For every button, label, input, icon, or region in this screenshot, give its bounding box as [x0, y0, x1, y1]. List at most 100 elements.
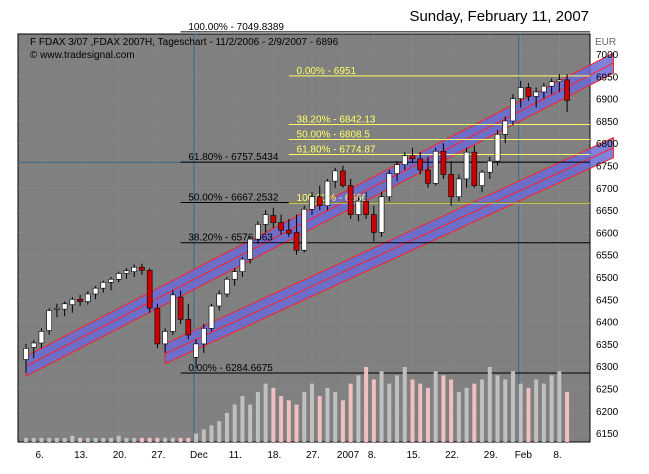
candle-body — [131, 266, 138, 272]
source-label: © www.tradesignal.com — [30, 50, 135, 61]
volume-bar — [101, 437, 106, 442]
candle-body — [548, 81, 555, 87]
volume-bar — [302, 392, 307, 442]
fib-yellow-label: 50.00% - 6808.5 — [297, 129, 371, 140]
candle-body — [200, 327, 207, 345]
candle-body — [363, 200, 369, 215]
volume-bar — [402, 367, 407, 442]
volume-bar — [379, 371, 384, 442]
x-tick-label: 13. — [74, 450, 88, 461]
fib-yellow-label: 100.00% - 6666 — [297, 193, 368, 204]
volume-bar — [565, 392, 570, 442]
candle-body — [316, 196, 323, 206]
volume-bar — [557, 371, 562, 442]
candle-body — [371, 214, 377, 233]
candle-body — [340, 170, 346, 186]
volume-bar — [449, 379, 454, 442]
volume-bar — [286, 400, 291, 442]
candle-body — [378, 196, 385, 233]
channel-midline — [164, 147, 614, 355]
volume-bar — [480, 379, 485, 442]
x-tick-label: Dec — [190, 450, 208, 461]
volume-bar — [356, 375, 361, 442]
volume-bar — [541, 383, 546, 442]
fib-yellow-label: 38.20% - 6842.13 — [297, 114, 376, 125]
volume-bar — [155, 437, 160, 442]
volume-bar — [24, 437, 28, 442]
volume-bar — [510, 371, 515, 442]
candle-body — [401, 155, 408, 165]
volume-bar — [240, 396, 245, 442]
candle-body — [425, 169, 431, 184]
candle-body — [85, 293, 91, 302]
volume-bar — [441, 375, 446, 442]
candle-body — [123, 270, 130, 274]
candle-body — [61, 303, 68, 310]
candle-body — [394, 164, 400, 174]
x-tick-label: 27. — [306, 450, 320, 461]
date-header: Sunday, February 11, 2007 — [409, 8, 589, 25]
volume-bar — [54, 437, 59, 442]
volume-bar — [186, 437, 191, 442]
volume-bar — [62, 437, 67, 442]
candle-body — [46, 310, 52, 331]
volume-bar — [209, 425, 214, 442]
y-tick-label: 6300 — [596, 362, 619, 373]
candle-body — [185, 319, 192, 336]
volume-bar — [139, 437, 144, 442]
candle-body — [533, 91, 539, 97]
candle-body — [115, 273, 122, 280]
candle-body — [386, 173, 393, 198]
candle-body — [216, 293, 223, 307]
volume-bar — [163, 437, 168, 442]
y-tick-label: 6700 — [596, 184, 619, 195]
x-tick-label: 27. — [151, 450, 165, 461]
candle-body — [525, 87, 532, 97]
volume-bar — [93, 437, 98, 442]
candle-body — [517, 87, 524, 99]
volume-bar — [310, 383, 314, 442]
candle-body — [278, 222, 284, 231]
y-tick-label: 6900 — [596, 95, 619, 106]
y-tick-label: 6500 — [596, 273, 619, 284]
volume-bar — [124, 437, 129, 442]
candle-body — [502, 120, 509, 135]
candle-body — [38, 331, 45, 344]
candle-body — [510, 98, 516, 122]
candle-body — [494, 134, 501, 162]
volume-bar — [503, 379, 508, 442]
fib-black-label: 61.80% - 6757.5434 — [188, 152, 279, 163]
candle-body — [224, 278, 230, 295]
candle-body — [432, 150, 439, 184]
volume-bar — [31, 437, 36, 442]
candle-body — [355, 200, 362, 215]
candle-body — [255, 224, 261, 240]
candle-body — [332, 170, 338, 182]
candle-body — [77, 299, 83, 302]
volume-bar — [147, 437, 152, 442]
candle-body — [239, 258, 246, 272]
candle-body — [286, 229, 292, 234]
candle-body — [170, 294, 176, 332]
volume-bar — [70, 435, 75, 442]
x-tick-label: 18. — [267, 450, 281, 461]
candle-body — [456, 178, 462, 198]
volume-bar — [47, 437, 52, 442]
volume-bar — [456, 392, 461, 442]
fibonacci-levels: 100.00% - 7049.8389 61.80% - 6757.5434 50.… — [180, 22, 590, 374]
y-tick-label: 6550 — [596, 251, 619, 262]
volume-bar — [248, 404, 253, 442]
candle-body — [541, 85, 547, 93]
volume-bar — [333, 392, 338, 442]
candle-body — [162, 331, 168, 345]
candle-body — [231, 271, 238, 280]
volume-bar — [217, 421, 222, 442]
y-tick-label: 6250 — [596, 384, 619, 395]
x-tick-label: 2007 — [337, 450, 360, 461]
candle-body — [293, 232, 300, 251]
volume-bar — [487, 367, 492, 442]
x-tick-label: 29. — [484, 450, 498, 461]
x-tick-label: 22. — [445, 450, 459, 461]
fib-yellow-label: 0.00% - 6951 — [297, 66, 357, 77]
